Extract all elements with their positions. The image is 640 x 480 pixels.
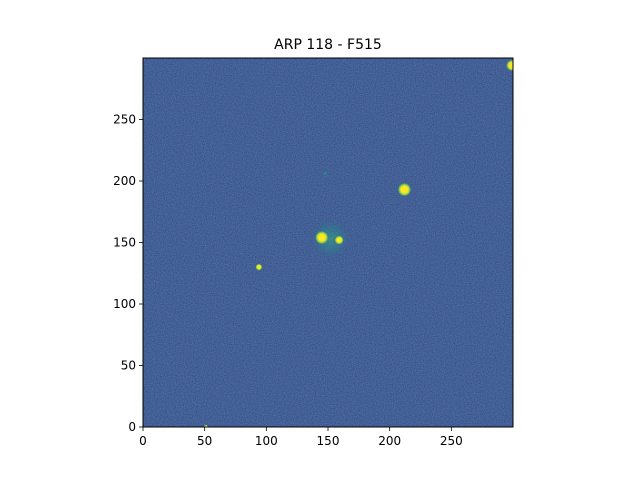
x-tick-label-4: 200 — [378, 434, 401, 448]
y-tick-label-2: 100 — [113, 297, 136, 311]
y-tick-label-3: 150 — [113, 236, 136, 250]
x-tick-label-0: 0 — [139, 434, 147, 448]
x-tick-label-5: 250 — [440, 434, 463, 448]
source-1 — [334, 235, 345, 245]
source-3 — [255, 263, 263, 271]
x-tick-label-2: 100 — [255, 434, 278, 448]
y-tick-label-4: 200 — [113, 174, 136, 188]
source-0 — [314, 230, 330, 245]
y-axis: 0 50 100 150 200 250 — [113, 113, 143, 434]
source-6 — [321, 169, 330, 178]
source-7 — [308, 216, 353, 262]
y-tick-label-5: 250 — [113, 113, 136, 127]
source-5 — [203, 424, 209, 427]
source-4 — [505, 59, 513, 72]
x-axis: 0 50 100 150 200 250 — [139, 427, 463, 448]
sources-layer — [203, 59, 513, 427]
x-tick-label-1: 50 — [197, 434, 212, 448]
y-tick-label-1: 50 — [121, 359, 136, 373]
source-2 — [397, 182, 412, 198]
x-tick-label-3: 150 — [317, 434, 340, 448]
chart-title: ARP 118 - F515 — [274, 37, 382, 53]
y-tick-label-0: 0 — [128, 420, 136, 434]
